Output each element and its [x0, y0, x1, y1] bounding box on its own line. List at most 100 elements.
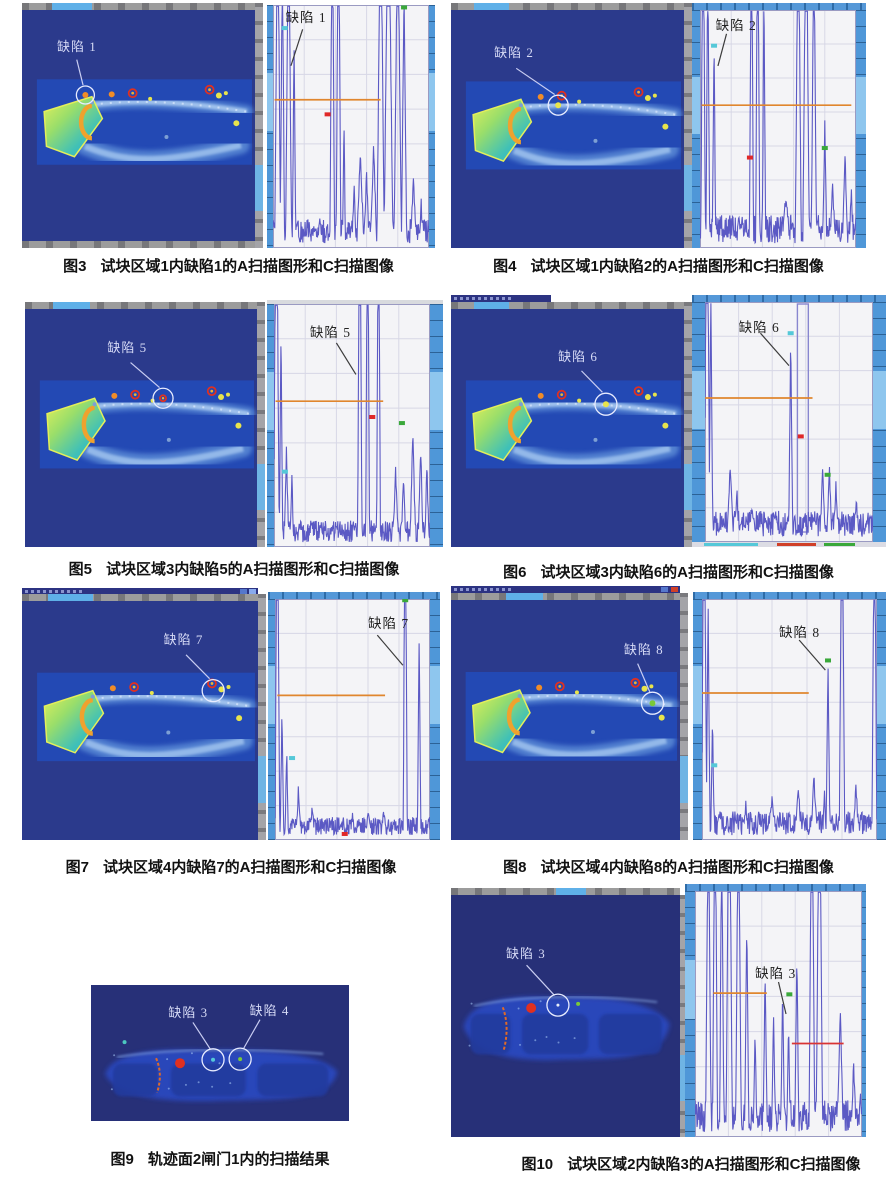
defect-dot-ring: [630, 677, 641, 688]
ascan-plot: 缺陷 5: [274, 304, 430, 547]
defect-dot-orange: [537, 93, 544, 100]
vruler-highlight: [255, 164, 263, 212]
defect-dot-core: [560, 393, 564, 397]
callout-line: [335, 342, 357, 375]
defect-highlight-circle: [640, 691, 665, 715]
marker-green: [398, 421, 405, 426]
defect-highlight-circle: [201, 1048, 225, 1072]
defect-callout-label: 缺陷 2: [715, 17, 757, 33]
defect-dot-core: [161, 397, 165, 400]
defect-callout-label: 缺陷 4: [249, 1002, 290, 1018]
callout-line: [515, 67, 556, 95]
defect-dot-yellow: [602, 401, 609, 408]
defect-dot-ring: [556, 389, 567, 400]
scroll-strip-right: [429, 5, 435, 248]
ascan-waveform-chart: [273, 5, 429, 248]
defect-callout-label: 缺陷 1: [285, 10, 327, 26]
defect-dot-yellow: [658, 714, 665, 721]
orange-c-arc: [79, 697, 94, 736]
test-block-lower-arm-core: [512, 444, 671, 466]
caption-text: 试块区域4内缺陷7的A扫描图形和C扫描图像: [102, 859, 397, 876]
speckle: [557, 1041, 560, 1044]
scroll-strip-right: [877, 599, 886, 840]
speckle: [218, 1062, 221, 1065]
speckle: [211, 1085, 214, 1088]
marker-red: [746, 155, 753, 160]
defect-dot-orange: [111, 392, 118, 399]
caption-text: 试块区域1内缺陷1的A扫描图形和C扫描图像: [100, 258, 394, 275]
caption-number: 图4: [493, 258, 517, 275]
vertical-ruler: [680, 895, 688, 1137]
horizontal-ruler: [25, 302, 257, 309]
waveform-path: [700, 10, 856, 245]
scroll-strip-left: [267, 5, 273, 248]
marker-cyan: [281, 26, 288, 31]
scroll-strip-left: [693, 599, 702, 840]
ruler-highlight: [474, 3, 510, 10]
figure-7: 缺陷 7 缺陷 7 图7 试块区域4内缺陷7的A扫描图形和C扫描图像: [22, 588, 440, 876]
marker-red: [341, 831, 348, 836]
plot-border: [273, 5, 429, 248]
figure-9: 缺陷 3 缺陷 4 图9 轨迹面2闸门1内的扫描结果: [91, 985, 349, 1170]
defect-dot-yellow: [218, 394, 225, 401]
defect-dot-ring: [633, 87, 644, 98]
scroll-strip-right: [430, 599, 440, 840]
test-block-lower-arm-core: [86, 444, 244, 466]
window-titlebar: [22, 588, 258, 594]
vertical-ruler: [257, 302, 265, 547]
defect-dot-dim: [518, 103, 523, 108]
defect-dot-green: [576, 1001, 581, 1006]
cscan-panel: 缺陷 2: [451, 3, 684, 248]
defect-dot-yellow: [662, 123, 669, 130]
window-titlebar: [451, 586, 680, 593]
marker-green: [824, 472, 831, 477]
marker-green: [402, 599, 409, 603]
scroll-strip-right: [856, 10, 866, 248]
caption-number: 图5: [68, 561, 92, 578]
speckle: [229, 1082, 232, 1085]
bottom-segment-red: [777, 543, 817, 546]
callout-line: [526, 964, 555, 996]
caption-number: 图8: [503, 859, 527, 876]
defect-dot-orange: [108, 91, 115, 98]
defect-dot-dim: [593, 437, 598, 442]
loaf-inner-blob: [598, 1013, 662, 1055]
defect-callout-label: 缺陷 2: [494, 45, 534, 61]
vruler-highlight: [684, 164, 692, 212]
defect-callout-label: 缺陷 3: [755, 966, 797, 982]
ascan-waveform-chart: [275, 599, 430, 840]
defect-dot-yellow: [652, 392, 657, 397]
speckle: [468, 1044, 471, 1047]
defect-callout-label: 缺陷 3: [505, 946, 546, 962]
callout-line: [130, 362, 160, 388]
vruler-highlight: [684, 463, 692, 511]
marker-green: [825, 658, 831, 663]
defect-dot-yellow: [148, 96, 153, 101]
figure-caption: 图5 试块区域3内缺陷5的A扫描图形和C扫描图像: [25, 558, 443, 579]
defect-callout-label: 缺陷 8: [779, 624, 821, 640]
defect-dot-red: [175, 1058, 186, 1069]
waveform-path: [705, 302, 873, 538]
waveform-path: [702, 599, 877, 836]
ascan-plot: 缺陷 8: [702, 599, 877, 840]
figure-caption: 图7 试块区域4内缺陷7的A扫描图形和C扫描图像: [22, 856, 440, 877]
defect-callout-label: 缺陷 7: [163, 631, 204, 647]
upper-arm-speckle: [94, 402, 250, 415]
defect-highlight-circle: [228, 1047, 252, 1071]
scroll-strip-right: [862, 891, 866, 1137]
loaf-inner-blob: [521, 1013, 589, 1055]
plot-border: [695, 891, 862, 1137]
speckle: [190, 1052, 193, 1055]
speckle: [519, 1043, 522, 1046]
callout-line: [290, 29, 304, 66]
defect-dot-dim: [593, 138, 598, 143]
defect-dot-core: [637, 389, 640, 393]
window-button: [661, 587, 668, 592]
defect-dot-core: [633, 681, 637, 685]
ruler-highlight: [47, 594, 93, 601]
defect-dot-ring: [159, 394, 167, 403]
defect-highlight-circle: [201, 678, 225, 703]
defect-dot-yellow: [662, 422, 669, 429]
vertical-ruler: [680, 593, 688, 840]
